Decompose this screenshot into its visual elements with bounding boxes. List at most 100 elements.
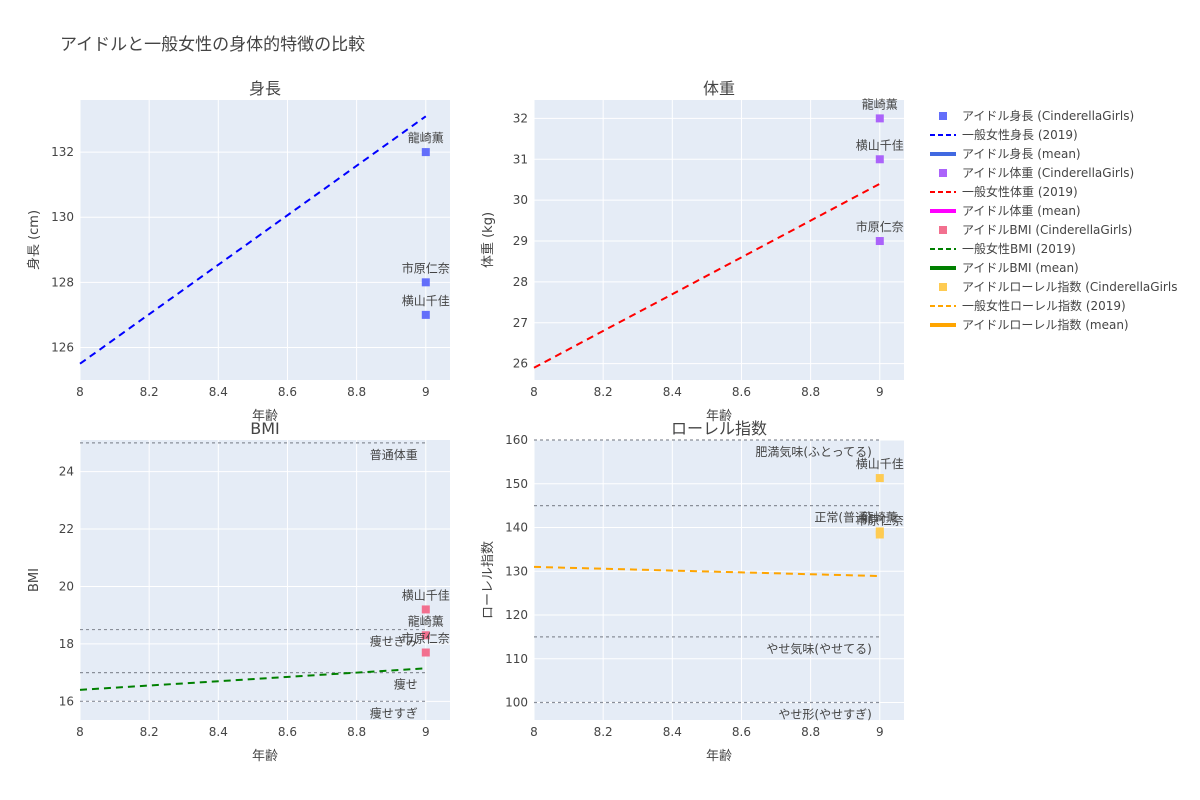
x-axis-label: 年齢 (706, 409, 732, 424)
legend-item[interactable]: アイドルローレル指数 (mean) (928, 315, 1177, 334)
legend-item[interactable]: アイドル体重 (CinderellaGirls) (928, 163, 1177, 182)
idol-marker (875, 474, 884, 483)
legend-item[interactable]: 一般女性BMI (2019) (928, 239, 1177, 258)
legend-item[interactable]: 一般女性ローレル指数 (2019) (928, 296, 1177, 315)
x-tick-label: 8 (530, 725, 538, 739)
legend: アイドル身長 (CinderellaGirls) 一般女性身長 (2019) アイド… (928, 106, 1177, 334)
idol-marker (421, 278, 430, 287)
idol-marker (875, 114, 884, 123)
x-axis-label: 年齢 (706, 749, 732, 764)
idol-marker (421, 310, 430, 319)
reference-line-label: 痩せ (394, 677, 418, 692)
subplot-title: BMI (250, 419, 280, 438)
x-tick-label: 8.2 (594, 725, 613, 739)
legend-label: アイドル身長 (CinderellaGirls) (962, 109, 1135, 123)
y-tick-label: 126 (51, 340, 74, 354)
idol-label: 市原仁奈 (402, 260, 450, 275)
x-tick-label: 8.6 (732, 385, 751, 399)
legend-item[interactable]: 一般女性身長 (2019) (928, 125, 1177, 144)
y-tick-label: 27 (513, 316, 528, 330)
legend-label: アイドル体重 (CinderellaGirls) (962, 166, 1135, 180)
idol-marker (875, 237, 884, 246)
legend-symbol (930, 208, 956, 213)
legend-item[interactable]: アイドル身長 (mean) (928, 144, 1177, 163)
subplot-4: 8 8.2 8.4 8.6 8.8 9 100 110 120 130 140 150 160 肥満気味(… (481, 419, 904, 764)
y-axis-label: 身長 (cm) (26, 210, 42, 270)
idol-label: 横山千佳 (402, 588, 450, 602)
reference-line-label: 正常(普通) (814, 511, 871, 525)
legend-label: アイドルローレル指数 (CinderellaGirls (962, 280, 1178, 294)
legend-symbol (930, 322, 956, 327)
reference-line-label: やせ気味(やせてる) (766, 641, 871, 656)
legend-symbol (939, 168, 947, 177)
legend-symbol (930, 265, 956, 270)
x-tick-label: 8.2 (140, 725, 159, 739)
y-tick-label: 22 (59, 522, 74, 536)
x-tick-label: 8 (76, 725, 84, 739)
legend-symbol (930, 151, 956, 156)
x-tick-label: 9 (876, 385, 884, 399)
subplot-title: ローレル指数 (671, 419, 767, 438)
x-tick-label: 9 (876, 725, 884, 739)
legend-item[interactable]: 一般女性体重 (2019) (928, 182, 1177, 201)
legend-symbol (939, 282, 947, 291)
idol-marker (875, 530, 884, 539)
idol-label: 横山千佳 (402, 294, 450, 308)
legend-symbol (930, 304, 956, 307)
idol-marker (421, 605, 430, 614)
legend-label: アイドルBMI (mean) (962, 261, 1079, 275)
legend-item[interactable]: アイドルBMI (mean) (928, 258, 1177, 277)
x-tick-label: 8.6 (278, 725, 297, 739)
x-axis-label: 年齢 (252, 409, 278, 424)
y-tick-label: 30 (513, 193, 528, 207)
legend-symbol (939, 225, 947, 234)
idol-label: 横山千佳 (856, 457, 904, 471)
plot-area (80, 440, 450, 720)
idol-label: 横山千佳 (856, 138, 904, 152)
idol-label: 市原仁奈 (856, 513, 904, 528)
y-tick-label: 20 (59, 579, 74, 593)
x-tick-label: 8.4 (209, 725, 228, 739)
x-tick-label: 8.8 (801, 725, 820, 739)
general-female-line (79, 667, 426, 691)
x-tick-label: 8.4 (663, 725, 682, 739)
legend-swatch (939, 111, 947, 120)
idol-marker (421, 148, 430, 157)
y-tick-label: 120 (505, 608, 528, 622)
y-axis-label: ローレル指数 (481, 541, 496, 619)
x-tick-label: 8.4 (663, 385, 682, 399)
plot-area (534, 100, 904, 380)
legend-item[interactable]: アイドル体重 (mean) (928, 201, 1177, 220)
general-female-line (533, 182, 881, 369)
legend-item[interactable]: アイドル身長 (CinderellaGirls) (928, 106, 1177, 125)
idol-label: 市原仁奈 (856, 219, 904, 234)
x-tick-label: 8.6 (278, 385, 297, 399)
y-tick-label: 128 (51, 275, 74, 289)
reference-line-label: 肥満気味(ふとってる) (755, 444, 871, 459)
legend-item[interactable]: アイドルローレル指数 (CinderellaGirls (928, 277, 1177, 296)
subplot-title: 身長 (249, 79, 281, 98)
y-axis-label: 体重 (kg) (480, 212, 496, 268)
idol-marker (875, 155, 884, 164)
figure-title: アイドルと一般女性の身体的特徴の比較 (60, 35, 365, 55)
x-axis-label: 年齢 (252, 749, 278, 764)
y-tick-label: 26 (513, 357, 528, 371)
plot-area (80, 100, 450, 380)
subplot-title: 体重 (703, 79, 735, 98)
y-tick-label: 18 (59, 637, 74, 651)
reference-line-label: 普通体重 (370, 448, 418, 462)
legend-item[interactable]: アイドルBMI (CinderellaGirls) (928, 220, 1177, 239)
reference-line-label: やせ形(やせすぎ) (778, 708, 871, 722)
legend-swatch (939, 282, 947, 291)
general-female-line (79, 115, 427, 365)
y-tick-label: 110 (505, 652, 528, 666)
y-tick-label: 130 (51, 210, 74, 224)
legend-label: 一般女性BMI (2019) (962, 242, 1076, 256)
idol-label: 龍崎薫 (862, 509, 898, 524)
y-tick-label: 150 (505, 477, 528, 491)
general-female-line (533, 565, 880, 578)
